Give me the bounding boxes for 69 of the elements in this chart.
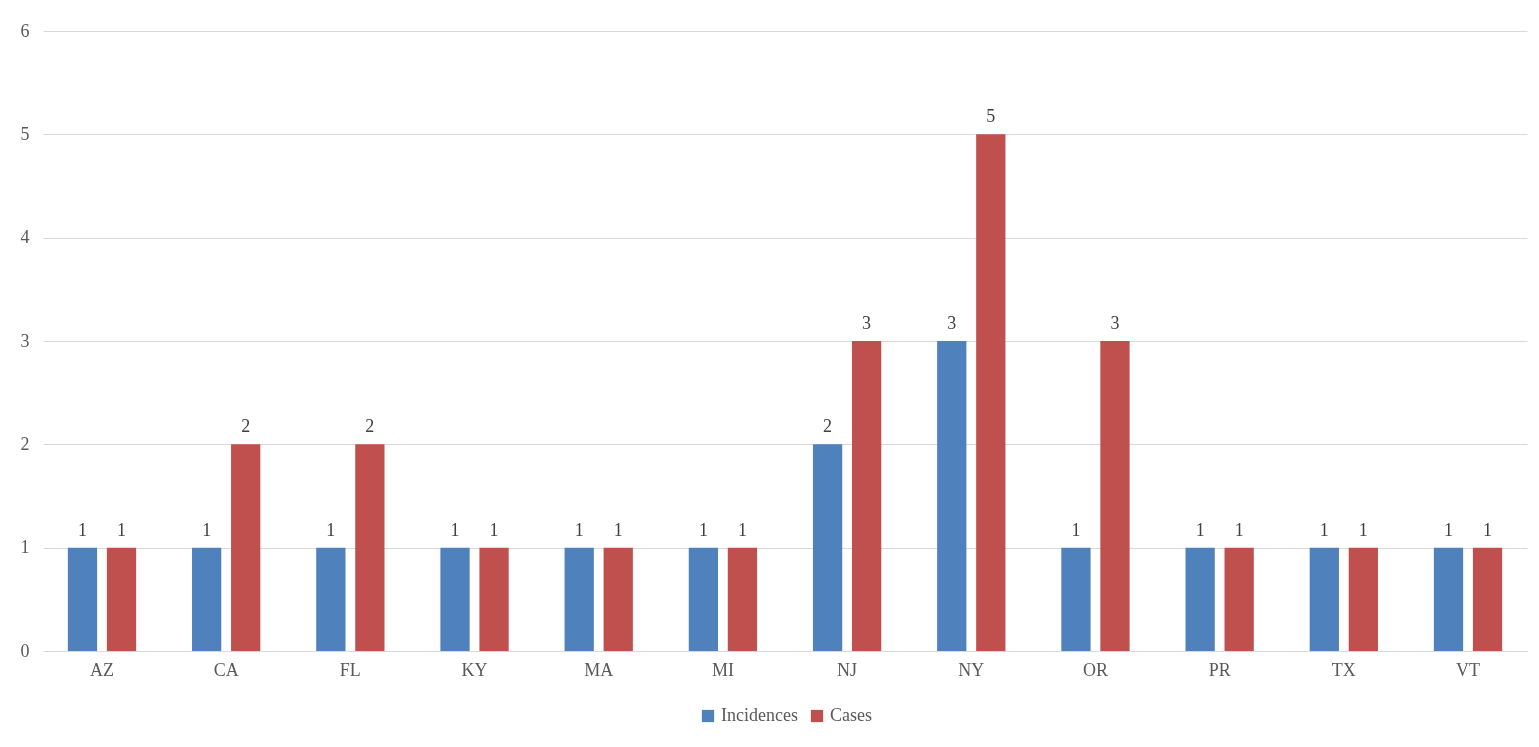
x-tick-label: CA [213,659,239,680]
data-label: 1 [77,519,87,540]
y-tick-label: 3 [20,330,30,351]
bar [1433,547,1464,651]
bar [231,444,261,651]
y-tick-label: 2 [20,433,30,454]
x-tick-label: MI [711,659,734,680]
bar [1348,547,1378,651]
data-label: 1 [117,519,126,540]
bar [67,547,98,651]
bar [355,444,385,651]
x-tick-label: NJ [837,659,858,680]
x-tick-label: MA [584,659,614,680]
bar [192,547,222,651]
bar [440,547,470,651]
y-tick-label: 5 [20,123,30,144]
bar [812,444,843,651]
bar [1185,547,1215,651]
bar [1309,547,1339,651]
bar [727,547,758,651]
x-tick-label: AZ [89,659,114,680]
data-label: 3 [947,313,957,333]
data-label: 2 [241,416,251,437]
bar [937,341,967,651]
bar [564,547,594,651]
x-tick-label: OR [1082,659,1108,680]
x-tick-label: PR [1208,659,1231,680]
data-label: 1 [489,519,499,540]
bar [976,134,1006,651]
y-tick-label: 6 [20,20,30,41]
data-label: 5 [986,106,996,127]
bar [1100,341,1130,651]
bar [688,547,719,651]
bar [1061,547,1091,651]
bar [479,547,509,651]
data-label: 2 [823,416,833,437]
x-tick-label: NY [958,659,985,680]
x-tick-label: FL [339,659,361,680]
bar [1472,547,1503,651]
bar [603,547,633,651]
data-label: 2 [365,416,375,437]
y-tick-label: 4 [20,227,30,248]
data-label: 1 [613,519,623,540]
x-tick-label: KY [461,659,488,680]
x-tick-label: TX [1331,659,1356,680]
data-label: 1 [326,519,336,540]
data-label: 1 [698,519,708,540]
bar [316,547,346,651]
data-label: 1 [1483,519,1493,540]
legend-label: Cases [830,705,872,725]
data-label: 1 [737,519,747,540]
data-label: 3 [1110,313,1120,333]
bar [851,341,882,651]
data-label: 1 [1319,519,1329,540]
y-tick-label: 1 [20,537,30,558]
data-label: 1 [1234,519,1244,540]
legend-label: Incidences [721,705,798,725]
data-label: 3 [862,313,872,333]
x-tick-label: VT [1456,659,1481,680]
bar [1224,547,1254,651]
y-tick-label: 0 [20,640,30,661]
data-label: 1 [1358,519,1368,540]
data-label: 1 [574,519,584,540]
data-label: 1 [450,519,460,540]
data-label: 1 [1071,519,1081,540]
data-label: 1 [1195,519,1205,540]
bar [106,547,137,651]
data-label: 1 [1444,519,1453,540]
data-label: 1 [202,519,212,540]
